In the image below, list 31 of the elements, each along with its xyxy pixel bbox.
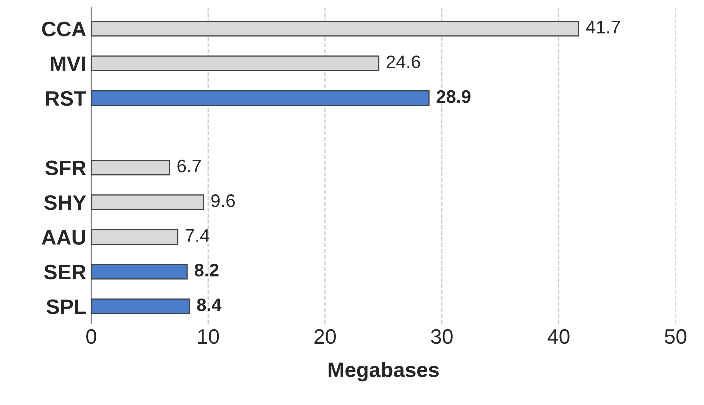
x-tick-label: 20 [314,329,336,344]
bar [92,56,380,72]
data-label: 7.4 [186,229,210,242]
y-tick-label: CCA [42,22,86,37]
bar [92,298,190,314]
bar [92,90,430,106]
x-tick-label: 40 [548,329,570,344]
y-tick-label: SHY [44,196,86,210]
x-tick-label: 50 [665,329,687,344]
y-tick-label: RST [46,91,86,106]
bar [92,160,170,176]
x-axis-title: Megabases [328,362,439,382]
data-label: 28.9 [436,90,471,104]
data-label: 8.4 [197,298,222,312]
y-tick-label: MVI [51,56,86,72]
data-label: 6.7 [178,160,202,173]
data-label: 24.6 [386,56,420,68]
data-label: 8.2 [194,264,219,277]
data-label: 9.6 [212,194,236,208]
y-tick-label: AAU [42,230,86,245]
y-tick-label: SFR [46,160,86,176]
bar [92,21,580,37]
x-tick-label: 10 [198,329,220,344]
y-tick-label: SER [44,264,86,280]
x-tick-label: 0 [86,329,96,344]
bar [92,194,204,210]
x-tick-label: 30 [431,329,453,344]
bar [92,264,188,280]
bar [92,229,179,246]
data-label: 41.7 [586,21,620,34]
y-tick-label: SPL [46,300,86,314]
